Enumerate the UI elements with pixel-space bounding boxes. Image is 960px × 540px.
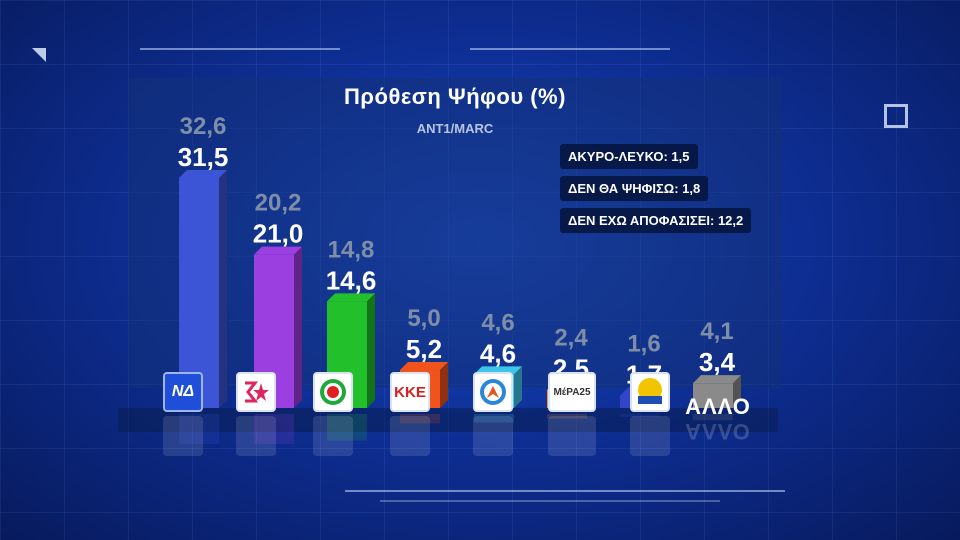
chart-subtitle: ANT1/MARC [416, 121, 494, 136]
value-label-4: 4,6 [480, 338, 516, 368]
mera25-logo-text: ΜέΡΑ25 [553, 386, 591, 398]
bar-reflection-5 [547, 414, 587, 419]
value-label-0: 31,5 [178, 142, 229, 172]
ellines-emblem-icon [638, 378, 662, 404]
previous-value-label-1: 20,2 [255, 190, 302, 217]
chart-title: Πρόθεση Ψήφου (%) [344, 84, 566, 109]
other-category-label: ΑΛΛΟ [685, 394, 751, 419]
bar-reflection-0 [179, 414, 219, 444]
syriza-star-icon [245, 381, 269, 403]
nd-logo-text: ΝΔ [171, 383, 195, 400]
value-label-7: 3,4 [699, 347, 736, 377]
nd-logo-reflection [163, 416, 203, 456]
pasok-logo-icon [313, 372, 353, 412]
bar-side-7 [733, 375, 741, 408]
mera25-logo-reflection [548, 416, 596, 456]
nd-logo-icon: ΝΔ [163, 372, 203, 412]
bar-0 [179, 178, 219, 408]
other-category-label-reflection: ΑΛΛΟ [685, 419, 751, 444]
previous-value-label-7: 4,1 [700, 318, 733, 345]
deco-line-bottom-2 [380, 500, 720, 502]
bar-reflection-6 [620, 414, 660, 418]
bar-top-2 [327, 293, 375, 302]
bar-top-3 [400, 362, 448, 371]
kke-logo-icon: ΚΚΕ [390, 372, 430, 412]
ellines-logo-icon [630, 372, 670, 412]
elliniki-lysi-logo-icon [473, 372, 513, 412]
bar-side-0 [219, 170, 227, 408]
previous-value-label-3: 5,0 [407, 305, 440, 332]
square-outline-decoration [884, 104, 908, 128]
pasok-sun-icon [320, 379, 346, 405]
bar-reflection-4 [474, 414, 514, 423]
bar-reflection-1 [254, 414, 294, 444]
kke-logo-text: ΚΚΕ [394, 383, 426, 401]
bar-side-2 [367, 293, 375, 408]
previous-value-label-6: 1,6 [627, 331, 660, 358]
value-label-2: 14,6 [326, 265, 377, 295]
bar-top-0 [179, 170, 227, 178]
bar-reflection-3 [400, 414, 440, 424]
note-undecided: ΔΕΝ ΕΧΩ ΑΠΟΦΑΣΙΣΕΙ: 12,2 [560, 208, 752, 233]
chart-floor [118, 408, 778, 432]
compass-icon [480, 379, 506, 405]
previous-value-label-4: 4,6 [481, 309, 514, 336]
chart-panel [128, 78, 782, 388]
elliniki-lysi-logo-reflection [473, 416, 513, 456]
mera25-logo-icon: ΜέΡΑ25 [548, 372, 596, 412]
kke-logo-reflection [390, 416, 430, 456]
bar-top-1 [254, 246, 302, 255]
note-invalid-blank: ΑΚΥΡΟ-ΛΕΥΚΟ: 1,5 [560, 144, 698, 169]
syriza-logo-reflection [236, 416, 276, 456]
bar-side-4 [514, 366, 522, 408]
value-label-3: 5,2 [406, 334, 442, 364]
ellines-logo-reflection [630, 416, 670, 456]
deco-line-top-right [470, 48, 670, 50]
syriza-logo-icon [236, 372, 276, 412]
value-label-1: 21,0 [253, 219, 304, 249]
bar-top-7 [693, 375, 741, 384]
bar-side-1 [294, 246, 302, 408]
previous-value-label-2: 14,8 [328, 236, 375, 263]
deco-line-top-left [140, 48, 340, 50]
previous-value-label-0: 32,6 [180, 113, 227, 140]
bar-7 [693, 383, 733, 408]
bar-side-3 [440, 362, 448, 408]
bar-reflection-2 [327, 414, 367, 441]
pasok-logo-reflection [313, 416, 353, 456]
previous-value-label-5: 2,4 [554, 325, 588, 352]
note-will-not-vote: ΔΕΝ ΘΑ ΨΗΦΙΣΩ: 1,8 [560, 176, 709, 201]
deco-line-bottom [345, 490, 785, 492]
bar-reflection-7 [693, 414, 733, 421]
